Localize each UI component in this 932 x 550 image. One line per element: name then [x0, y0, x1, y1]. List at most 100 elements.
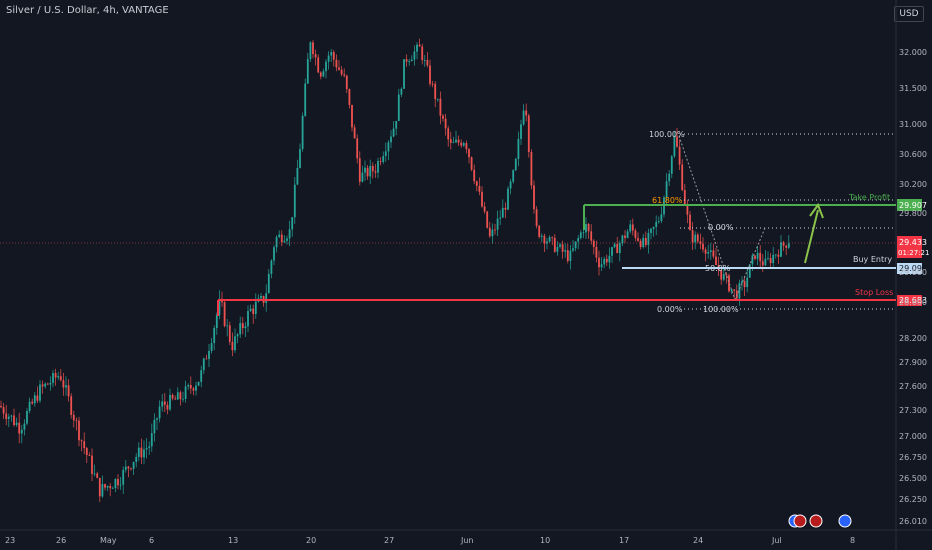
price-tick: 26.750 [899, 453, 927, 462]
candle-body [278, 234, 281, 238]
candle-body [533, 185, 535, 210]
candle-body [335, 59, 338, 68]
time-axis-ticks: 23 26 May 6 13 20 27 Jun 10 17 24 Jul 8 [5, 536, 855, 545]
candle-body [514, 158, 517, 171]
candle-body [582, 232, 585, 234]
candle-body [2, 407, 5, 414]
us-flag-icon[interactable] [838, 514, 852, 528]
fib-label-0-left: 0.00% [657, 305, 683, 314]
candle-body [434, 83, 437, 100]
candle-body [442, 115, 444, 119]
us-flag-icon[interactable] [793, 514, 807, 528]
candle-body [746, 277, 749, 288]
candle-body [553, 237, 556, 252]
candle-body [208, 350, 210, 359]
candle-body [626, 231, 629, 238]
candle-body [226, 325, 229, 327]
candle-body [751, 255, 754, 265]
candle-body [418, 44, 421, 47]
candle-body [470, 157, 473, 170]
candle-body [182, 398, 184, 400]
candle-body [691, 230, 694, 243]
time-tick: 27 [384, 536, 394, 545]
last-price-value: 29.433 [899, 238, 927, 247]
candle-body [304, 83, 307, 116]
candle-body [629, 224, 632, 232]
candle-body [153, 419, 156, 434]
candle-body [135, 456, 138, 462]
candle-body [293, 184, 296, 218]
candle-body [478, 185, 481, 192]
candle-body [725, 274, 728, 276]
candle-body [642, 237, 645, 248]
symbol-title: Silver / U.S. Dollar, 4h, VANTAGE [6, 5, 169, 16]
candle-body [405, 59, 408, 62]
candle-body [655, 221, 658, 227]
candle-body [756, 252, 759, 259]
candle-body [501, 207, 504, 218]
candle-body [377, 161, 379, 173]
price-tick: 31.000 [899, 120, 927, 129]
time-tick: 26 [56, 536, 66, 545]
us-flag-icon[interactable] [809, 514, 823, 528]
candle-body [730, 289, 733, 292]
candle-body [210, 343, 213, 351]
candle-body [59, 376, 62, 381]
candle-body [496, 218, 499, 230]
candle-body [782, 242, 785, 246]
candle-body [273, 247, 275, 261]
candle-body [452, 142, 455, 144]
candle-body [62, 380, 65, 388]
time-tick: 10 [540, 536, 550, 545]
candle-body [611, 247, 613, 256]
candle-body [395, 120, 398, 129]
candle-body [218, 298, 221, 316]
candle-body [546, 241, 548, 244]
candle-body [600, 264, 603, 268]
candle-body [624, 235, 626, 238]
candle-body [15, 422, 18, 425]
candle-body [41, 384, 44, 387]
candle-body [132, 461, 135, 469]
candle-body [494, 229, 496, 231]
stop-loss-badge [897, 295, 922, 306]
candle-body [465, 143, 468, 150]
time-tick: 13 [228, 536, 238, 545]
candle-body [296, 167, 299, 185]
candle-body [592, 240, 595, 247]
price-tick: 30.200 [899, 180, 927, 189]
currency-button[interactable]: USD [894, 6, 924, 22]
candle-body [254, 301, 257, 314]
economic-events[interactable] [788, 514, 852, 528]
candle-body [668, 173, 671, 182]
time-tick: May [100, 536, 117, 545]
time-tick: 6 [149, 536, 154, 545]
candle-body [124, 466, 127, 470]
candle-body [145, 447, 148, 450]
candle-body [566, 250, 569, 261]
candle-body [764, 258, 767, 266]
candle-body [673, 136, 676, 157]
candle-body [200, 370, 203, 382]
candle-body [574, 241, 577, 249]
candle-body [639, 240, 642, 248]
candle-body [650, 228, 652, 234]
price-tick: 28.200 [899, 334, 927, 343]
candle-body [538, 225, 541, 237]
candle-body [33, 395, 36, 404]
candle-body [603, 258, 606, 265]
candle-body [525, 110, 528, 116]
candle-body [652, 226, 655, 229]
candle-body [54, 373, 57, 378]
price-tick: 27.600 [899, 382, 927, 391]
candle-body [728, 275, 730, 292]
candle-body [543, 235, 546, 244]
candle-body [410, 59, 413, 62]
candle-body [130, 468, 132, 470]
candle-body [325, 61, 327, 72]
candle-body [93, 473, 96, 475]
candle-body [579, 232, 582, 239]
candle-body [192, 388, 195, 391]
candle-body [241, 323, 244, 329]
